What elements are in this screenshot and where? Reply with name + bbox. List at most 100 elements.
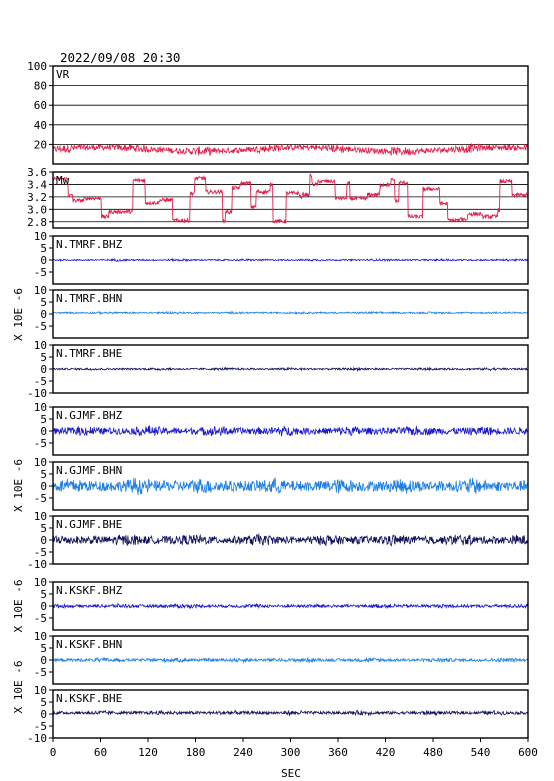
y-tick-label: -10	[27, 387, 47, 400]
panel-label: N.KSKF.BHN	[56, 638, 122, 651]
y-tick-label: 10	[34, 684, 47, 697]
trace-line	[52, 310, 529, 316]
y-tick-label: -5	[34, 437, 47, 450]
y-tick-label: 3.6	[27, 166, 47, 179]
x-tick-label: 180	[186, 746, 206, 759]
y-tick-label: 5	[40, 696, 47, 709]
panel-label: N.GJMF.BHE	[56, 518, 122, 531]
y-tick-label: 0	[40, 534, 47, 547]
x-tick-label: 300	[281, 746, 301, 759]
trace-line	[52, 533, 529, 547]
x-tick-label: 0	[50, 746, 57, 759]
panel-label: VR	[56, 68, 70, 81]
y-tick-label: 0	[40, 480, 47, 493]
y-tick-label: 3.2	[27, 191, 47, 204]
trace-line	[52, 366, 529, 372]
trace-line	[52, 709, 529, 717]
y-tick-label: 0	[40, 254, 47, 267]
panel-label: N.TMRF.BHE	[56, 347, 122, 360]
y-tick-label: 5	[40, 468, 47, 481]
panel-frame	[52, 289, 529, 339]
y-tick-label: 0	[40, 363, 47, 376]
y-tick-label: 0	[40, 308, 47, 321]
y-tick-label: 100	[27, 60, 47, 73]
panel-label: N.GJMF.BHN	[56, 464, 122, 477]
panel-label: N.GJMF.BHZ	[56, 409, 123, 422]
y-tick-label: -5	[34, 320, 47, 333]
panel-label: N.TMRF.BHN	[56, 292, 122, 305]
panel-vr: 20 40 60 80 100 VR	[27, 60, 529, 165]
y-tick-label: 5	[40, 642, 47, 655]
y-tick-label: 60	[34, 99, 47, 112]
x-axis-label: SEC	[281, 767, 301, 780]
x-tick-label: 420	[376, 746, 396, 759]
x-tick-label: 120	[138, 746, 158, 759]
trace-line	[52, 656, 529, 664]
panel-label: N.TMRF.BHZ	[56, 238, 123, 251]
y-tick-label: 5	[40, 588, 47, 601]
panel-frame	[52, 171, 529, 229]
y-tick-label: -5	[34, 266, 47, 279]
y-tick-label: 0	[40, 600, 47, 613]
trace-line	[52, 143, 529, 157]
y-tick-label: -10	[27, 732, 47, 745]
y-tick-label: 80	[34, 80, 47, 93]
y-tick-label: -5	[34, 546, 47, 559]
y-tick-label: 5	[40, 413, 47, 426]
y-tick-label: 3.0	[27, 203, 47, 216]
y-unit-label-gjmf: X 10E -6	[12, 459, 25, 512]
y-tick-label: 10	[34, 510, 47, 523]
y-tick-label: 20	[34, 138, 47, 151]
y-tick-label: 5	[40, 522, 47, 535]
y-tick-label: 10	[34, 230, 47, 243]
x-tick-label: 480	[423, 746, 443, 759]
y-tick-label: -5	[34, 720, 47, 733]
y-tick-label: 0	[40, 654, 47, 667]
y-tick-label: 5	[40, 296, 47, 309]
y-tick-label: 5	[40, 351, 47, 364]
x-tick-label: 240	[233, 746, 253, 759]
trace-line	[52, 477, 529, 496]
trace-line	[52, 257, 529, 263]
y-tick-label: -5	[34, 492, 47, 505]
panel-label: N.KSKF.BHZ	[56, 584, 123, 597]
y-tick-label: 10	[34, 630, 47, 643]
y-unit-label-kskf: X 10E -6	[12, 661, 25, 714]
x-tick-label: 540	[471, 746, 491, 759]
trace-line	[52, 425, 529, 437]
trace-line	[52, 173, 529, 224]
x-tick-label: 360	[328, 746, 348, 759]
y-tick-label: 0	[40, 425, 47, 438]
y-tick-label: -5	[34, 612, 47, 625]
panel-frame	[52, 65, 529, 165]
y-tick-label: 10	[34, 339, 47, 352]
y-tick-label: 40	[34, 119, 47, 132]
y-unit-label-kskf-bhz: X 10E -6	[12, 580, 25, 633]
x-tick-label: 600	[518, 746, 538, 759]
y-tick-label: 3.4	[27, 178, 47, 191]
y-tick-label: -5	[34, 666, 47, 679]
y-tick-label: 2.8	[27, 216, 47, 229]
x-tick-label: 60	[94, 746, 107, 759]
y-tick-label: 10	[34, 576, 47, 589]
y-unit-label-tmrf: X 10E -6	[12, 288, 25, 341]
panel-label: N.KSKF.BHE	[56, 692, 122, 705]
timestamp-label: 2022/09/08 20:30	[60, 50, 180, 65]
y-tick-label: 10	[34, 284, 47, 297]
y-tick-label: 10	[34, 401, 47, 414]
y-tick-label: 5	[40, 242, 47, 255]
y-tick-label: 10	[34, 456, 47, 469]
y-tick-label: -5	[34, 375, 47, 388]
y-tick-label: 0	[40, 708, 47, 721]
trace-line	[52, 602, 529, 610]
